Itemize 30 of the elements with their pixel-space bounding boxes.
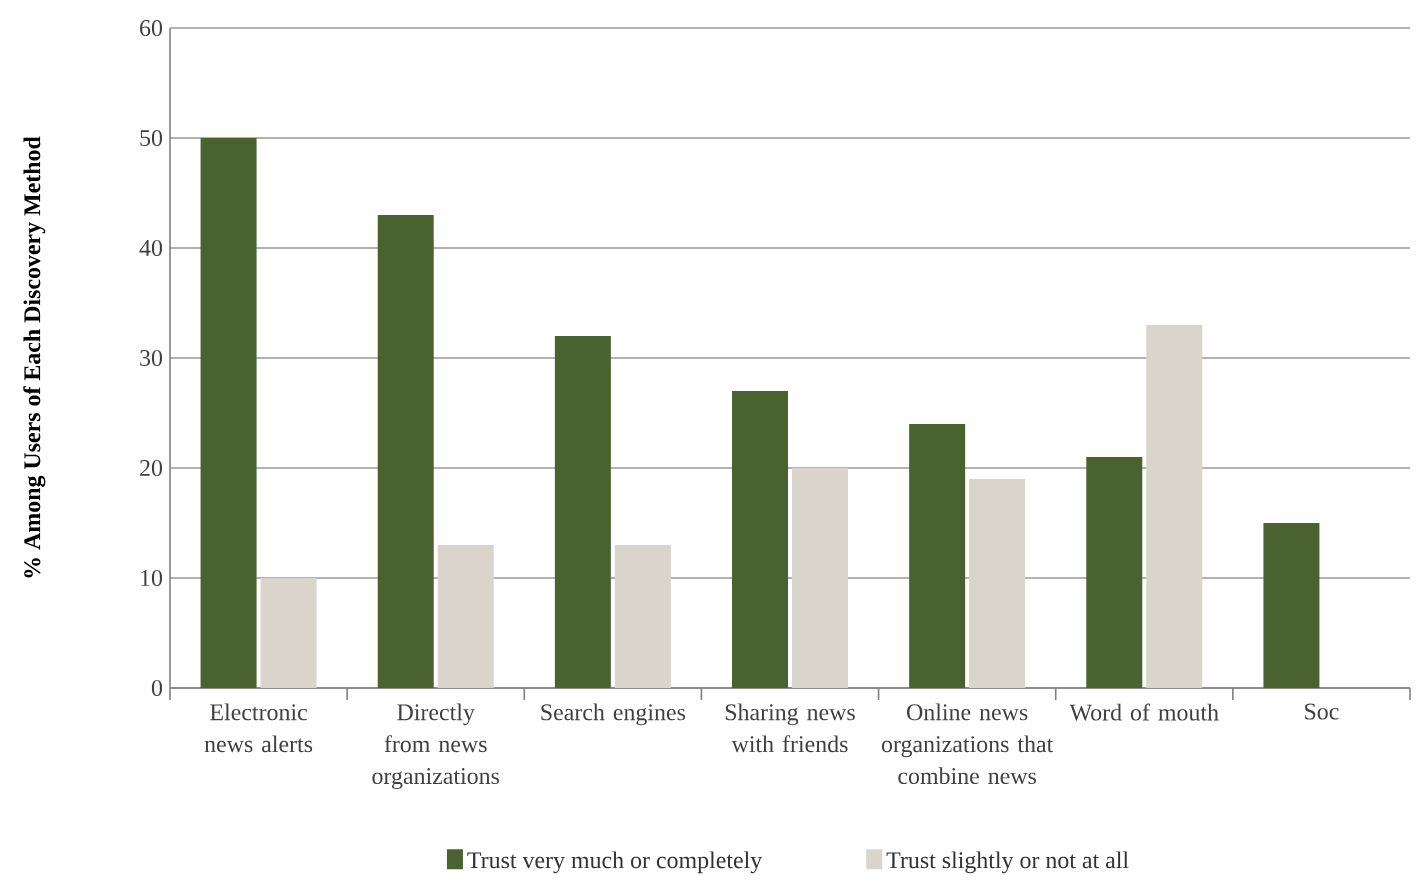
x-tick-label: Directly from news organizations (372, 703, 500, 790)
x-tick-label: Electronic news alerts (204, 703, 313, 753)
y-tick-label: 20 (140, 459, 163, 477)
x-tick-label: Soc (1305, 703, 1339, 720)
x-tick-label: Word of mouth (1069, 703, 1219, 721)
bar (909, 424, 966, 688)
y-tick-label: 60 (140, 19, 163, 37)
x-tick-label: Search engines (541, 703, 686, 726)
bar (437, 545, 494, 688)
legend-label: Trust slightly or not at all (886, 851, 1129, 874)
bar (1146, 325, 1203, 688)
x-tick-label: Sharing news with friends (725, 703, 855, 753)
bar (1086, 457, 1143, 688)
y-tick-label: 30 (140, 349, 163, 367)
y-tick-label: 50 (140, 129, 163, 147)
x-tick-label: Online news organizations that combine news (881, 703, 1054, 785)
bar (1263, 523, 1320, 688)
y-tick-label: 0 (151, 679, 163, 697)
bar (377, 215, 434, 688)
bar (260, 578, 317, 688)
legend-label: Trust very much or completely (467, 851, 763, 874)
bar (554, 336, 611, 688)
bar (200, 138, 257, 688)
bar (732, 391, 789, 688)
y-axis-title: % Among Users of Each Discovery Method (23, 136, 46, 578)
bar (969, 479, 1026, 688)
y-tick-label: 10 (141, 569, 163, 587)
y-tick-label: 40 (139, 239, 163, 257)
bar (614, 545, 671, 688)
bar (791, 468, 848, 688)
